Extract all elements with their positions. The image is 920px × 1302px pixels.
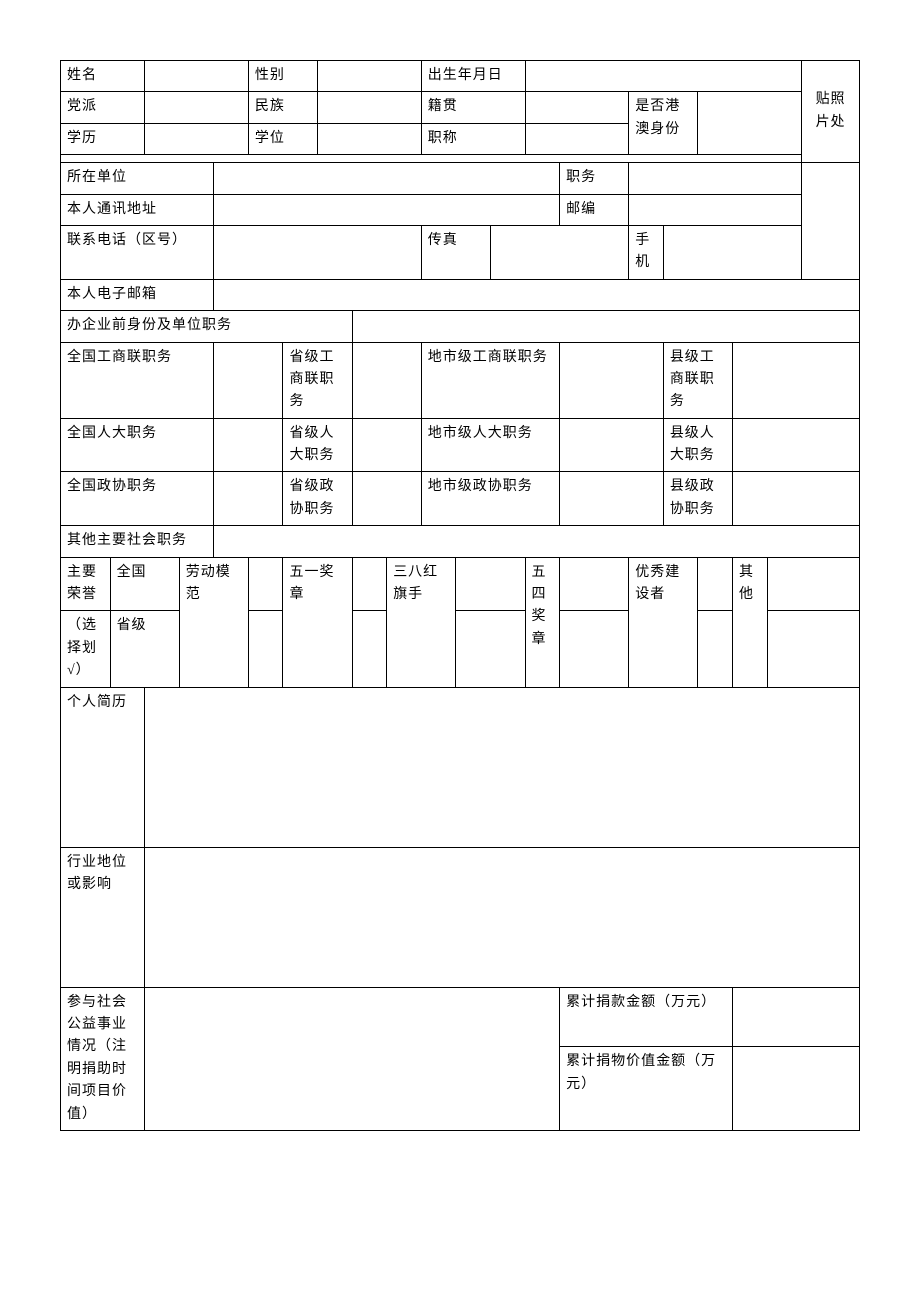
pre-business-value[interactable] (352, 311, 859, 342)
other-social-label: 其他主要社会职务 (61, 526, 214, 557)
title-label: 职称 (421, 123, 525, 154)
industry-value[interactable] (145, 847, 860, 987)
hkmo-value[interactable] (698, 92, 802, 155)
nat-zhengxie-value[interactable] (214, 472, 283, 526)
mar8-nat[interactable] (456, 557, 525, 611)
workplace-value[interactable] (214, 163, 560, 194)
excellent-builder-label: 优秀建设者 (629, 557, 698, 687)
other-prov[interactable] (767, 611, 859, 687)
donation-money-value[interactable] (732, 987, 859, 1047)
labor-model-prov[interactable] (248, 611, 283, 687)
county-renda-label: 县级人大职务 (663, 418, 732, 472)
city-gongshang-value[interactable] (560, 342, 664, 418)
city-zhengxie-label: 地市级政协职务 (421, 472, 559, 526)
edu-label: 学历 (61, 123, 145, 154)
fax-value[interactable] (490, 225, 628, 279)
position-label: 职务 (560, 163, 629, 194)
gender-value[interactable] (318, 61, 422, 92)
phone-label: 联系电话（区号） (61, 225, 214, 279)
ethnic-value[interactable] (318, 92, 422, 123)
hkmo-label: 是否港澳身份 (629, 92, 698, 155)
prov-gongshang-value[interactable] (352, 342, 421, 418)
may1-label: 五一奖章 (283, 557, 352, 687)
excellent-nat[interactable] (698, 557, 733, 611)
postcode-value[interactable] (629, 194, 802, 225)
donation-goods-value[interactable] (732, 1047, 859, 1131)
other-nat[interactable] (767, 557, 859, 611)
may4-label: 五四奖章 (525, 557, 560, 687)
postcode-label: 邮编 (560, 194, 629, 225)
origin-value[interactable] (525, 92, 629, 123)
may1-nat[interactable] (352, 557, 387, 611)
county-zhengxie-value[interactable] (732, 472, 859, 526)
prov-renda-value[interactable] (352, 418, 421, 472)
prov-zhengxie-value[interactable] (352, 472, 421, 526)
nat-renda-label: 全国人大职务 (61, 418, 214, 472)
city-renda-value[interactable] (560, 418, 664, 472)
name-value[interactable] (145, 61, 249, 92)
donation-money-label: 累计捐款金额（万元） (560, 987, 733, 1047)
workplace-label: 所在单位 (61, 163, 214, 194)
party-value[interactable] (145, 92, 249, 123)
address-value[interactable] (214, 194, 560, 225)
mobile-label: 手机 (629, 225, 664, 279)
honors-provincial-label: 省级 (110, 611, 179, 687)
city-gongshang-label: 地市级工商联职务 (421, 342, 559, 418)
charity-detail[interactable] (145, 987, 560, 1130)
mobile-value[interactable] (663, 225, 801, 279)
honors-note-label: （选择划√） (61, 611, 111, 687)
county-zhengxie-label: 县级政协职务 (663, 472, 732, 526)
nat-renda-value[interactable] (214, 418, 283, 472)
resume-label: 个人简历 (61, 687, 145, 847)
labor-model-label: 劳动模范 (179, 557, 248, 687)
prov-zhengxie-label: 省级政协职务 (283, 472, 352, 526)
prov-renda-label: 省级人大职务 (283, 418, 352, 472)
honors-header-label: 主要荣誉 (61, 557, 111, 611)
birth-value[interactable] (525, 61, 802, 92)
nat-gongshang-label: 全国工商联职务 (61, 342, 214, 418)
honors-national-label: 全国 (110, 557, 179, 611)
nat-zhengxie-label: 全国政协职务 (61, 472, 214, 526)
party-label: 党派 (61, 92, 145, 123)
degree-label: 学位 (248, 123, 317, 154)
may1-prov[interactable] (352, 611, 387, 687)
gender-label: 性别 (248, 61, 317, 92)
phone-value[interactable] (214, 225, 421, 279)
excellent-prov[interactable] (698, 611, 733, 687)
prov-gongshang-label: 省级工商联职务 (283, 342, 352, 418)
charity-label: 参与社会公益事业情况（注明捐助时间项目价值） (61, 987, 145, 1130)
spacer-right (802, 163, 860, 280)
edu-value[interactable] (145, 123, 249, 154)
email-value[interactable] (214, 279, 860, 310)
resume-value[interactable] (145, 687, 860, 847)
may4-prov[interactable] (560, 611, 629, 687)
donation-goods-label: 累计捐物价值金额（万元） (560, 1047, 733, 1131)
honors-other-label: 其他 (732, 557, 767, 687)
city-renda-label: 地市级人大职务 (421, 418, 559, 472)
origin-label: 籍贯 (421, 92, 525, 123)
may4-nat[interactable] (560, 557, 629, 611)
county-renda-value[interactable] (732, 418, 859, 472)
mar8-prov[interactable] (456, 611, 525, 687)
name-label: 姓名 (61, 61, 145, 92)
other-social-value[interactable] (214, 526, 860, 557)
county-gongshang-label: 县级工商联职务 (663, 342, 732, 418)
pre-business-label: 办企业前身份及单位职务 (61, 311, 353, 342)
birth-label: 出生年月日 (421, 61, 525, 92)
ethnic-label: 民族 (248, 92, 317, 123)
title-value[interactable] (525, 123, 629, 154)
photo-area: 贴照片处 (802, 61, 860, 163)
fax-label: 传真 (421, 225, 490, 279)
city-zhengxie-value[interactable] (560, 472, 664, 526)
county-gongshang-value[interactable] (732, 342, 859, 418)
address-label: 本人通讯地址 (61, 194, 214, 225)
mar8-label: 三八红旗手 (387, 557, 456, 687)
email-label: 本人电子邮箱 (61, 279, 214, 310)
position-value[interactable] (629, 163, 802, 194)
nat-gongshang-value[interactable] (214, 342, 283, 418)
industry-label: 行业地位或影响 (61, 847, 145, 987)
form-table: 姓名 性别 出生年月日 贴照片处 党派 民族 籍贯 是否港澳身份 学历 学位 职… (60, 60, 860, 1131)
labor-model-nat[interactable] (248, 557, 283, 611)
degree-value[interactable] (318, 123, 422, 154)
